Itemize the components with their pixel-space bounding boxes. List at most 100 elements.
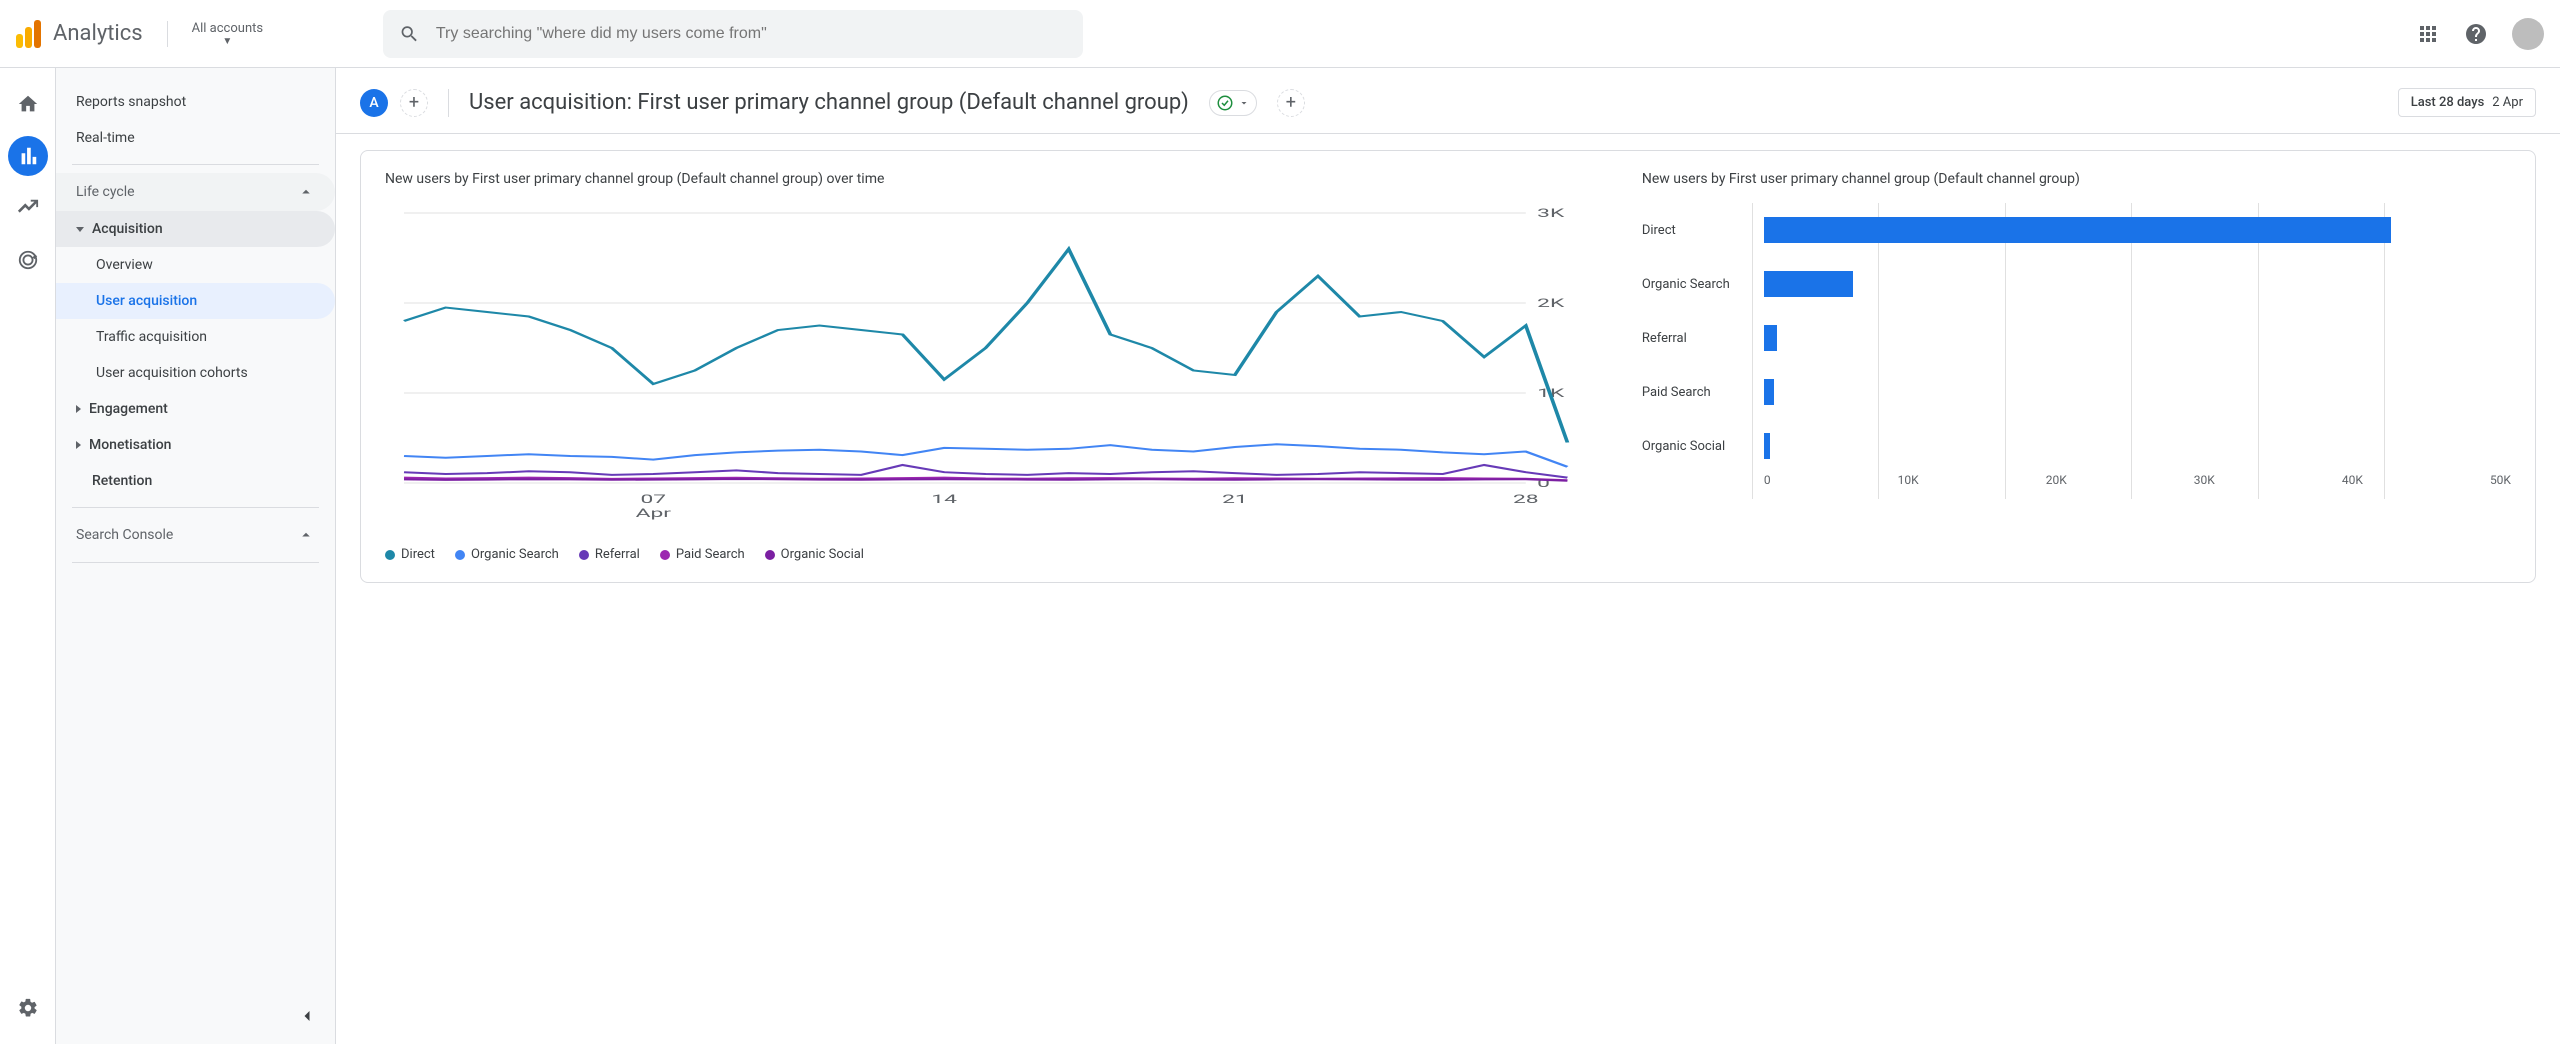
bar-row[interactable]: Organic Social xyxy=(1642,419,2511,473)
line-chart-panel: New users by First user primary channel … xyxy=(385,171,1602,562)
date-range-picker[interactable]: Last 28 days 2 Apr xyxy=(2398,88,2536,117)
legend-item[interactable]: Organic Search xyxy=(455,547,559,562)
sidebar-item-user-acquisition[interactable]: User acquisition xyxy=(56,283,335,319)
explore-icon xyxy=(17,197,39,219)
sidebar-group-acquisition[interactable]: Acquisition xyxy=(56,211,335,247)
legend-label: Referral xyxy=(595,547,640,562)
legend-dot-icon xyxy=(660,550,670,560)
group-label: Retention xyxy=(92,473,152,489)
nav-rail xyxy=(0,68,56,1044)
group-label: Engagement xyxy=(89,401,168,417)
line-chart-title: New users by First user primary channel … xyxy=(385,171,1602,187)
bar-track xyxy=(1764,365,2511,419)
sidebar-group-retention[interactable]: Retention xyxy=(56,463,335,499)
chevron-down-icon: ▼ xyxy=(222,36,232,47)
svg-text:28: 28 xyxy=(1513,492,1539,506)
bar-label: Paid Search xyxy=(1642,385,1752,400)
bar-row[interactable]: Referral xyxy=(1642,311,2511,365)
reports-icon xyxy=(17,145,39,167)
legend-item[interactable]: Paid Search xyxy=(660,547,745,562)
caret-down-icon xyxy=(76,227,84,232)
bar-label: Organic Search xyxy=(1642,277,1752,292)
bar-x-axis: 010K20K30K40K50K xyxy=(1764,473,2511,487)
legend-label: Organic Search xyxy=(471,547,559,562)
legend-label: Organic Social xyxy=(781,547,864,562)
add-card-button[interactable]: + xyxy=(1277,89,1305,117)
segment-badge[interactable]: A xyxy=(360,89,388,117)
bar-chart[interactable]: Direct Organic Search Referral Paid Sear… xyxy=(1642,203,2511,523)
rail-advertising[interactable] xyxy=(8,240,48,280)
svg-text:3K: 3K xyxy=(1537,206,1565,220)
home-icon xyxy=(17,93,39,115)
legend-dot-icon xyxy=(579,550,589,560)
account-switcher[interactable]: All accounts ▼ xyxy=(167,21,263,47)
bar-chart-panel: New users by First user primary channel … xyxy=(1642,171,2511,562)
bar-fill xyxy=(1764,433,1770,459)
sidebar-section-label: Life cycle xyxy=(76,184,135,200)
legend-label: Paid Search xyxy=(676,547,745,562)
product-name: Analytics xyxy=(53,21,143,46)
main-content: A + User acquisition: First user primary… xyxy=(336,68,2560,1044)
sidebar-real-time[interactable]: Real-time xyxy=(56,120,335,156)
account-switcher-label: All accounts xyxy=(192,21,263,36)
sidebar-group-monetisation[interactable]: Monetisation xyxy=(56,427,335,463)
rail-home[interactable] xyxy=(8,84,48,124)
bar-track xyxy=(1764,257,2511,311)
sidebar-group-engagement[interactable]: Engagement xyxy=(56,391,335,427)
apps-icon[interactable] xyxy=(2416,22,2440,46)
target-icon xyxy=(17,249,39,271)
gear-icon xyxy=(17,997,39,1019)
bar-row[interactable]: Paid Search xyxy=(1642,365,2511,419)
bar-track xyxy=(1764,419,2511,473)
check-circle-icon xyxy=(1216,94,1234,112)
bar-fill xyxy=(1764,217,2392,243)
line-chart[interactable]: 01K2K3K07142128Apr xyxy=(385,203,1602,523)
help-icon[interactable] xyxy=(2464,22,2488,46)
sidebar-section-label: Search Console xyxy=(76,527,173,543)
group-label: Acquisition xyxy=(92,221,163,237)
bar-label: Referral xyxy=(1642,331,1752,346)
bar-fill xyxy=(1764,379,1774,405)
legend-dot-icon xyxy=(455,550,465,560)
sidebar-section-life-cycle[interactable]: Life cycle xyxy=(56,173,335,211)
date-range-label: Last 28 days xyxy=(2411,95,2485,110)
charts-card: New users by First user primary channel … xyxy=(360,150,2536,583)
search-input[interactable] xyxy=(436,25,1067,43)
chevron-up-icon xyxy=(297,183,315,201)
plus-icon: + xyxy=(1286,92,1296,113)
caret-right-icon xyxy=(76,441,81,449)
legend-item[interactable]: Referral xyxy=(579,547,640,562)
report-status-chip[interactable] xyxy=(1209,90,1257,116)
chevron-up-icon xyxy=(297,526,315,544)
plus-icon: + xyxy=(409,92,419,113)
add-comparison-button[interactable]: + xyxy=(400,89,428,117)
legend-item[interactable]: Direct xyxy=(385,547,435,562)
rail-settings[interactable] xyxy=(8,988,48,1028)
chevron-down-icon xyxy=(1238,97,1250,109)
sidebar-item-user-acquisition-cohorts[interactable]: User acquisition cohorts xyxy=(56,355,335,391)
sidebar-section-search-console[interactable]: Search Console xyxy=(56,516,335,554)
report-header: A + User acquisition: First user primary… xyxy=(336,68,2560,134)
sidebar: Reports snapshot Real-time Life cycle Ac… xyxy=(56,68,336,1044)
avatar[interactable] xyxy=(2512,18,2544,50)
sidebar-item-traffic-acquisition[interactable]: Traffic acquisition xyxy=(56,319,335,355)
sidebar-item-overview[interactable]: Overview xyxy=(56,247,335,283)
bar-fill xyxy=(1764,325,1777,351)
bar-label: Organic Social xyxy=(1642,439,1752,454)
sidebar-reports-snapshot[interactable]: Reports snapshot xyxy=(56,84,335,120)
rail-reports[interactable] xyxy=(8,136,48,176)
logo[interactable]: Analytics xyxy=(16,20,143,48)
search-box[interactable] xyxy=(383,10,1083,58)
bar-row[interactable]: Direct xyxy=(1642,203,2511,257)
bar-track xyxy=(1764,203,2511,257)
bar-row[interactable]: Organic Search xyxy=(1642,257,2511,311)
group-label: Monetisation xyxy=(89,437,171,453)
sidebar-collapse-button[interactable] xyxy=(291,1000,323,1032)
analytics-logo-icon xyxy=(16,20,41,48)
topbar: Analytics All accounts ▼ xyxy=(0,0,2560,68)
chevron-left-icon xyxy=(297,1006,317,1026)
legend-item[interactable]: Organic Social xyxy=(765,547,864,562)
rail-explore[interactable] xyxy=(8,188,48,228)
bar-track xyxy=(1764,311,2511,365)
search-icon xyxy=(399,23,420,45)
